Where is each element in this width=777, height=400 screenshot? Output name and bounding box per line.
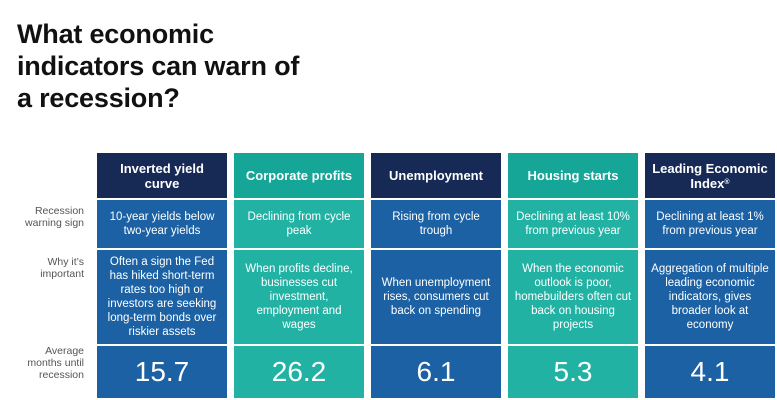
column-header-text: Leading Economic Index® bbox=[651, 161, 769, 191]
indicator-column-inverted-yield-curve: Inverted yield curve 10-year yields belo… bbox=[97, 153, 227, 398]
page-title: What economic indicators can warn of a r… bbox=[17, 19, 300, 113]
column-header: Corporate profits bbox=[234, 153, 364, 198]
column-header-text: Inverted yield curve bbox=[120, 160, 204, 191]
column-header: Inverted yield curve bbox=[97, 153, 227, 198]
indicator-column-leading-economic-index: Leading Economic Index® Declining at lea… bbox=[645, 153, 775, 398]
average-months-cell: 5.3 bbox=[508, 346, 638, 398]
row-label-average-months: Average months until recession bbox=[27, 345, 84, 381]
why-important-cell: When unemployment rises, consumers cut b… bbox=[371, 250, 501, 344]
why-important-text: Often a sign the Fed has hiked short-ter… bbox=[107, 256, 217, 338]
indicator-column-unemployment: Unemployment Rising from cycle trough Wh… bbox=[371, 153, 501, 398]
why-important-cell: When profits decline, businesses cut inv… bbox=[234, 250, 364, 344]
why-important-cell: Aggregation of multiple leading economic… bbox=[645, 250, 775, 344]
indicator-column-housing-starts: Housing starts Declining at least 10% fr… bbox=[508, 153, 638, 398]
average-months-cell: 4.1 bbox=[645, 346, 775, 398]
warning-sign-cell: Rising from cycle trough bbox=[371, 200, 501, 248]
indicator-column-corporate-profits: Corporate profits Declining from cycle p… bbox=[234, 153, 364, 398]
warning-sign-cell: Declining at least 1% from previous year bbox=[645, 200, 775, 248]
warning-sign-cell: 10-year yields below two-year yields bbox=[97, 200, 227, 248]
average-months-cell: 26.2 bbox=[234, 346, 364, 398]
column-header-text: Corporate profits bbox=[245, 168, 353, 183]
warning-sign-cell: Declining at least 10% from previous yea… bbox=[508, 200, 638, 248]
column-header: Leading Economic Index® bbox=[645, 153, 775, 198]
why-important-text: When unemployment rises, consumers cut b… bbox=[381, 277, 491, 317]
warning-sign-cell: Declining from cycle peak bbox=[234, 200, 364, 248]
why-important-text: When profits decline, businesses cut inv… bbox=[245, 263, 353, 331]
column-header-text: Unemployment bbox=[389, 168, 483, 183]
row-label-why-important: Why it’s important bbox=[40, 256, 84, 280]
why-important-text: When the economic outlook is poor, homeb… bbox=[514, 263, 632, 331]
why-important-cell: Often a sign the Fed has hiked short-ter… bbox=[97, 250, 227, 344]
why-important-cell: When the economic outlook is poor, homeb… bbox=[508, 250, 638, 344]
average-months-cell: 15.7 bbox=[97, 346, 227, 398]
column-header-label: Leading Economic Index bbox=[652, 160, 768, 191]
registered-mark: ® bbox=[724, 178, 730, 186]
column-header: Housing starts bbox=[508, 153, 638, 198]
why-important-text: Aggregation of multiple leading economic… bbox=[651, 263, 769, 331]
column-header: Unemployment bbox=[371, 153, 501, 198]
row-label-warning-sign: Recession warning sign bbox=[25, 205, 84, 229]
column-header-text: Housing starts bbox=[527, 168, 619, 183]
average-months-cell: 6.1 bbox=[371, 346, 501, 398]
